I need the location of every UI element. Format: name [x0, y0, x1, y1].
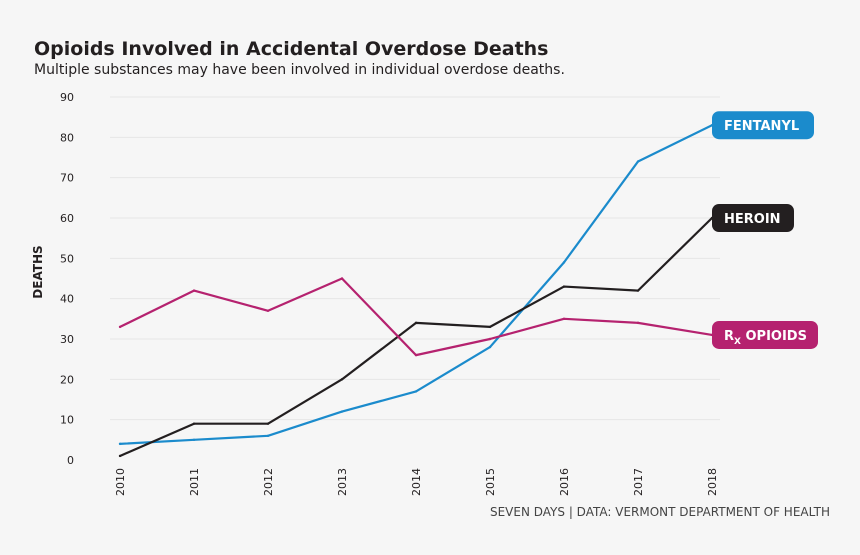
data-point — [266, 434, 270, 437]
data-point — [636, 160, 640, 163]
data-point — [414, 353, 418, 357]
y-tick-label: 70 — [60, 172, 74, 185]
data-point — [488, 337, 492, 341]
series-label-box — [712, 111, 814, 140]
y-tick-label: 90 — [60, 91, 74, 104]
data-point — [192, 289, 196, 292]
chart-subtitle: Multiple substances may have been involv… — [34, 62, 565, 78]
y-tick-label: 20 — [60, 373, 74, 386]
data-point — [562, 285, 566, 288]
data-point — [118, 454, 122, 458]
y-tick-label: 0 — [67, 454, 74, 467]
x-tick-label: 2012 — [262, 468, 275, 496]
data-point — [266, 422, 270, 425]
x-tick-label: 2015 — [484, 468, 497, 496]
series-label: HEROIN — [724, 212, 781, 227]
x-tick-label: 2016 — [558, 468, 571, 496]
data-point — [562, 317, 566, 321]
data-point — [636, 289, 640, 292]
data-point — [636, 321, 640, 325]
y-tick-label: 50 — [60, 252, 74, 265]
x-tick-label: 2013 — [336, 468, 349, 496]
x-tick-label: 2010 — [114, 468, 127, 496]
source-note: SEVEN DAYS | DATA: VERMONT DEPARTMENT OF… — [489, 505, 830, 519]
data-point — [414, 390, 418, 393]
series-label-box — [712, 204, 794, 232]
data-point — [488, 345, 492, 349]
data-point — [118, 325, 122, 329]
data-point — [118, 442, 122, 446]
x-tick-label: 2018 — [706, 468, 719, 496]
x-tick-label: 2014 — [410, 468, 423, 496]
y-tick-label: 60 — [60, 212, 74, 225]
data-point — [340, 410, 344, 413]
series-label: FENTANYL — [724, 119, 799, 134]
x-tick-label: 2011 — [188, 468, 201, 496]
y-tick-label: 40 — [60, 293, 74, 306]
series-line-1 — [119, 217, 713, 457]
series-label-box — [712, 320, 818, 349]
series-label: RX OPIOIDS — [724, 329, 807, 347]
data-point — [340, 277, 344, 280]
data-point — [192, 422, 196, 425]
data-point — [562, 261, 566, 264]
y-tick-label: 80 — [60, 131, 74, 144]
x-tick-label: 2017 — [632, 468, 645, 496]
data-point — [414, 321, 418, 325]
data-point — [340, 378, 344, 381]
data-point — [488, 325, 492, 329]
y-axis-label: DEATHS — [31, 245, 45, 298]
chart-title: Opioids Involved in Accidental Overdose … — [34, 38, 549, 60]
data-point — [266, 309, 270, 312]
y-tick-label: 30 — [60, 333, 74, 346]
y-tick-label: 10 — [60, 414, 74, 427]
series-line-0 — [119, 124, 713, 445]
data-point — [192, 438, 196, 442]
